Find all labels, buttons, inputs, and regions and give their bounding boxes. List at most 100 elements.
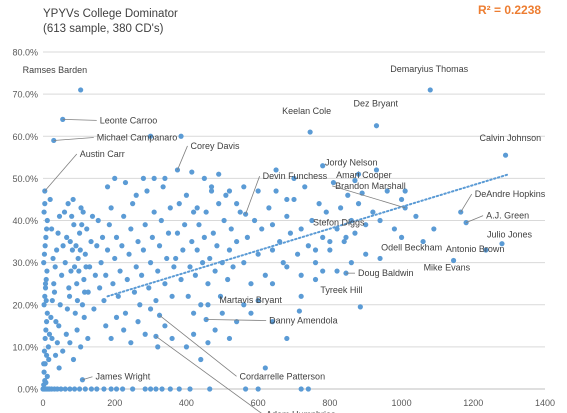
data-point: [169, 335, 175, 342]
data-point: [42, 201, 48, 207]
data-point: [122, 179, 129, 186]
data-point: [173, 255, 179, 262]
data-point: [64, 306, 70, 312]
data-point: [133, 192, 139, 198]
point-label: Michael Campanaro: [97, 132, 178, 142]
data-point: [79, 302, 86, 308]
data-point: [183, 344, 190, 350]
point-label: Martavis Bryant: [219, 295, 282, 305]
data-point: [162, 175, 168, 181]
data-point: [140, 247, 146, 253]
data-point: [198, 356, 204, 363]
data-point: [42, 281, 49, 287]
data-point: [377, 255, 383, 262]
data-point: [348, 260, 354, 266]
data-point: [62, 260, 68, 266]
data-point: [164, 255, 170, 262]
point-label: DeAndre Hopkins: [475, 189, 546, 199]
x-tick-label: 800: [322, 398, 337, 408]
data-point: [178, 276, 184, 283]
y-tick-label: 70.0%: [12, 90, 38, 100]
r-squared-label: R² = 0.2238: [478, 3, 542, 17]
labeled-data-point: [343, 234, 349, 240]
data-point: [63, 331, 69, 337]
data-point: [158, 217, 164, 224]
data-point: [70, 196, 76, 203]
data-point: [234, 238, 240, 245]
data-point: [147, 386, 154, 392]
data-point: [76, 386, 83, 392]
data-point: [255, 251, 261, 257]
data-point: [251, 217, 258, 224]
data-point: [142, 386, 148, 392]
data-point: [69, 213, 75, 219]
data-point: [214, 243, 220, 249]
data-point: [119, 243, 125, 249]
label-leader-line: [245, 176, 260, 215]
point-labels: Ramses Barden Leonte Carroo Michael Campan…: [23, 64, 546, 413]
point-label: Calvin Johnson: [480, 133, 542, 143]
data-point: [192, 272, 198, 278]
data-point: [153, 297, 159, 304]
data-point: [60, 243, 66, 249]
labeled-data-point: [242, 211, 249, 217]
data-point: [241, 260, 247, 266]
data-point: [162, 323, 168, 329]
data-point: [298, 226, 304, 232]
x-tick-label: 1200: [463, 398, 483, 408]
point-label: Jordy Nelson: [325, 157, 378, 167]
trendline-layer: [106, 173, 511, 298]
data-point: [194, 205, 200, 211]
data-point: [298, 386, 304, 392]
data-point: [146, 285, 152, 291]
data-points: [40, 87, 509, 392]
data-point: [81, 289, 88, 295]
data-point: [79, 222, 85, 228]
data-point: [182, 222, 188, 228]
data-point: [41, 209, 47, 215]
data-point: [95, 217, 101, 224]
y-tick-label: 30.0%: [12, 258, 38, 268]
data-point: [334, 268, 340, 274]
data-point: [101, 386, 107, 392]
data-point: [103, 272, 109, 278]
data-point: [110, 281, 116, 287]
data-point: [413, 213, 419, 219]
data-point: [309, 217, 315, 224]
data-point: [43, 226, 50, 232]
data-point: [355, 171, 362, 177]
data-point: [226, 335, 233, 342]
point-label: Cordarrelle Patterson: [240, 371, 326, 381]
data-point: [51, 281, 57, 287]
data-point: [43, 327, 49, 333]
data-point: [61, 209, 68, 215]
data-point: [262, 272, 268, 278]
data-point: [352, 230, 358, 236]
data-point: [208, 184, 215, 190]
data-point: [82, 386, 88, 392]
data-point: [50, 255, 56, 262]
data-point: [284, 196, 290, 203]
data-point: [44, 217, 50, 224]
data-point: [52, 264, 58, 270]
data-point: [291, 196, 297, 203]
data-point: [284, 213, 290, 219]
data-point: [255, 297, 261, 304]
data-point: [320, 268, 326, 274]
data-point: [42, 285, 49, 291]
data-point: [88, 386, 95, 392]
data-point: [54, 340, 60, 346]
data-point: [78, 205, 84, 211]
data-point: [44, 268, 50, 274]
data-point: [208, 188, 215, 194]
data-point: [355, 201, 362, 207]
data-point: [183, 192, 190, 198]
data-point: [44, 373, 50, 379]
data-point: [81, 314, 87, 320]
data-point: [89, 213, 96, 219]
data-point: [56, 323, 62, 329]
data-point: [49, 226, 55, 232]
data-point: [74, 281, 80, 287]
data-point: [255, 188, 261, 194]
data-point: [147, 260, 154, 266]
